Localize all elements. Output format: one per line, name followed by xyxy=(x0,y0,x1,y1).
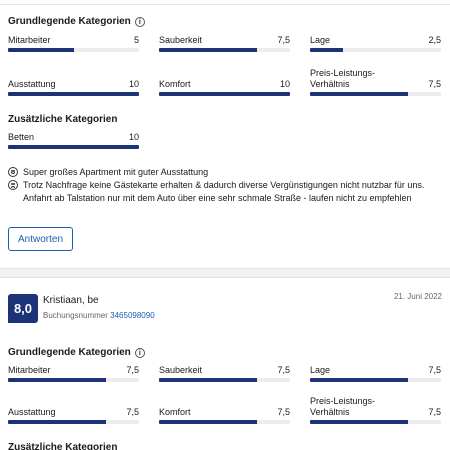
rating-bar xyxy=(8,420,139,424)
rating-bar xyxy=(310,92,441,96)
section-separator xyxy=(0,268,450,278)
extra-categories-title: Zusätzliche Kategorien xyxy=(8,442,118,450)
happy-face-icon xyxy=(8,167,18,177)
info-icon[interactable]: i xyxy=(134,347,145,358)
negative-comment: Trotz Nachfrage keine Gästekarte erhalte… xyxy=(8,179,442,205)
basic-categories-title: Grundlegende Kategorien i xyxy=(8,16,145,27)
positive-comment: Super großes Apartment mit guter Ausstat… xyxy=(8,166,442,179)
review-date: 21. Juni 2022 xyxy=(393,292,442,301)
rating-bar xyxy=(159,420,290,424)
rating-value-for-money: Preis-Leistungs-Verhältnis 7,5 xyxy=(310,68,441,96)
extra-categories-title: Zusätzliche Kategorien xyxy=(8,114,118,125)
answer-button[interactable]: Antworten xyxy=(8,227,73,251)
rating-staff: Mitarbeiter 7,5 xyxy=(8,365,139,382)
rating-bar xyxy=(8,48,139,52)
rating-bar xyxy=(310,48,441,52)
rating-bar xyxy=(159,92,290,96)
rating-bar xyxy=(159,48,290,52)
rating-location: Lage 2,5 xyxy=(310,35,441,52)
rating-comfort: Komfort 7,5 xyxy=(159,407,290,424)
rating-value-for-money: Preis-Leistungs-Verhältnis 7,5 xyxy=(310,396,441,424)
rating-facilities: Ausstattung 10 xyxy=(8,79,139,96)
rating-beds: Betten 10 xyxy=(8,132,139,149)
rating-cleanliness: Sauberkeit 7,5 xyxy=(159,365,290,382)
rating-location: Lage 7,5 xyxy=(310,365,441,382)
rating-bar xyxy=(159,378,290,382)
rating-facilities: Ausstattung 7,5 xyxy=(8,407,139,424)
sad-face-icon xyxy=(8,180,18,190)
rating-bar xyxy=(310,420,441,424)
reviewer-name: Kristiaan, be xyxy=(43,295,99,306)
booking-number-link[interactable]: 3465098090 xyxy=(110,311,155,320)
rating-bar xyxy=(310,378,441,382)
basic-categories-title: Grundlegende Kategorien i xyxy=(8,347,145,358)
rating-cleanliness: Sauberkeit 7,5 xyxy=(159,35,290,52)
rating-bar xyxy=(8,92,139,96)
info-icon[interactable]: i xyxy=(134,16,145,27)
score-badge: 8,0 xyxy=(8,294,38,323)
rating-staff: Mitarbeiter 5 xyxy=(8,35,139,52)
booking-number: Buchungsnummer 3465098090 xyxy=(43,311,155,320)
top-divider xyxy=(0,4,450,5)
rating-bar xyxy=(8,145,139,149)
rating-comfort: Komfort 10 xyxy=(159,79,290,96)
rating-bar xyxy=(8,378,139,382)
